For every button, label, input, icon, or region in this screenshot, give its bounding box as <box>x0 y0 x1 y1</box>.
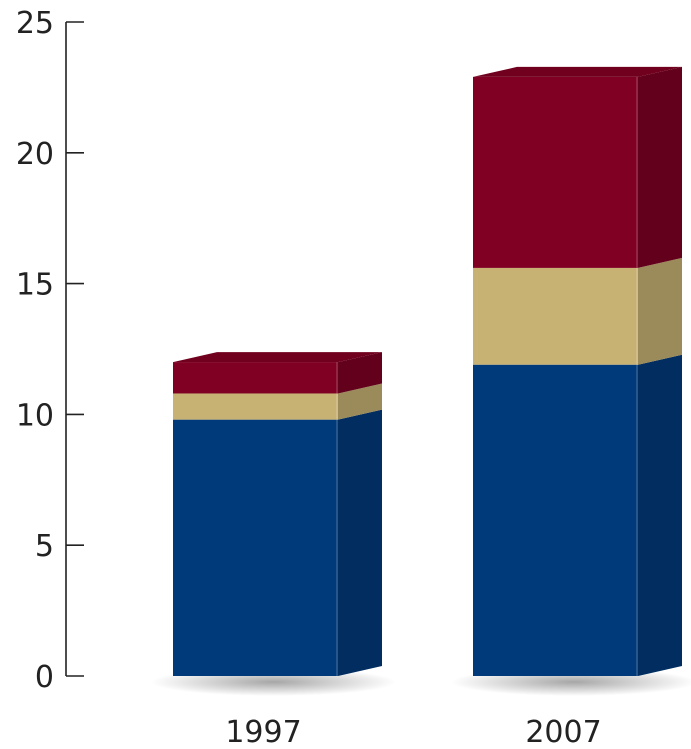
y-tick-label: 0 <box>35 660 54 695</box>
bar-side <box>638 66 682 268</box>
bar-top <box>473 66 682 77</box>
y-tick-label: 20 <box>16 137 54 172</box>
x-tick-label: 1997 <box>225 715 301 749</box>
bar-top <box>173 352 382 363</box>
bar-segment-1997-1 <box>173 383 382 420</box>
y-tick-label: 10 <box>16 398 54 433</box>
bar-side <box>338 383 382 420</box>
bar-segment-2007-1 <box>473 257 682 365</box>
y-tick-label: 25 <box>16 6 54 41</box>
bar-side <box>338 352 382 394</box>
bar-front <box>473 76 638 268</box>
x-tick-label: 2007 <box>525 715 601 749</box>
bar-side <box>638 257 682 365</box>
x-axis-labels: 1997 2007 <box>225 715 601 749</box>
bar-side <box>638 354 682 676</box>
bar-front <box>173 393 338 420</box>
bar-front <box>473 364 638 676</box>
bar-stack-2007 <box>451 66 691 696</box>
bar-front <box>473 267 638 365</box>
bar-side <box>338 409 382 676</box>
bar-segment-2007-2 <box>473 66 682 268</box>
y-tick-label: 5 <box>35 529 54 564</box>
bar-segment-2007-0 <box>473 354 682 676</box>
bar-segment-1997-2 <box>173 352 382 394</box>
y-tick-label: 15 <box>16 268 54 303</box>
bar-front <box>173 419 338 676</box>
bar-segment-1997-0 <box>173 409 382 676</box>
bars-group <box>151 66 691 696</box>
bar-front <box>173 362 338 394</box>
y-axis: 0 5 10 15 20 25 <box>16 6 84 695</box>
bar-stack-1997 <box>151 352 396 696</box>
